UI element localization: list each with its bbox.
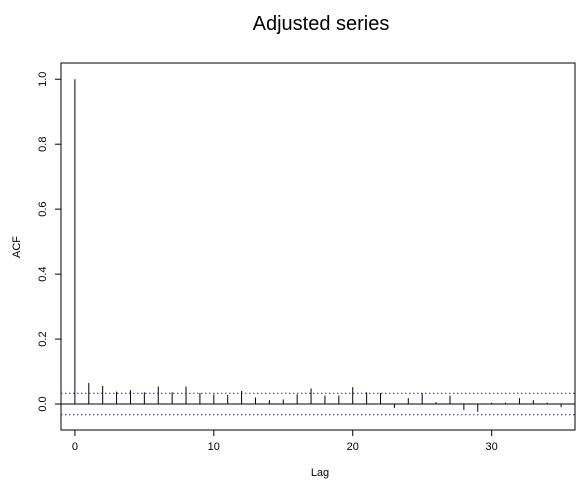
acf-bars — [74, 79, 562, 412]
confidence-bounds — [61, 392, 575, 416]
y-tick-label: 1.0 — [37, 72, 49, 87]
x-tick-label: 30 — [486, 441, 498, 453]
x-tick-label: 20 — [347, 441, 359, 453]
y-axis: 0.0 0.2 0.4 0.6 0.8 1.0 — [37, 72, 61, 412]
y-axis-label: ACF — [11, 236, 23, 258]
x-axis-label: Lag — [311, 467, 329, 479]
y-tick-label: 0.8 — [37, 137, 49, 152]
y-tick-label: 0.6 — [37, 202, 49, 217]
y-tick-label: 0.0 — [37, 396, 49, 411]
plot-frame — [60, 62, 576, 431]
y-tick-label: 0.2 — [37, 331, 49, 346]
x-tick-label: 0 — [72, 441, 78, 453]
chart-title: Adjusted series — [253, 13, 390, 35]
x-axis: 0 10 20 30 — [72, 430, 498, 453]
x-tick-label: 10 — [208, 441, 220, 453]
y-tick-label: 0.4 — [37, 266, 49, 281]
